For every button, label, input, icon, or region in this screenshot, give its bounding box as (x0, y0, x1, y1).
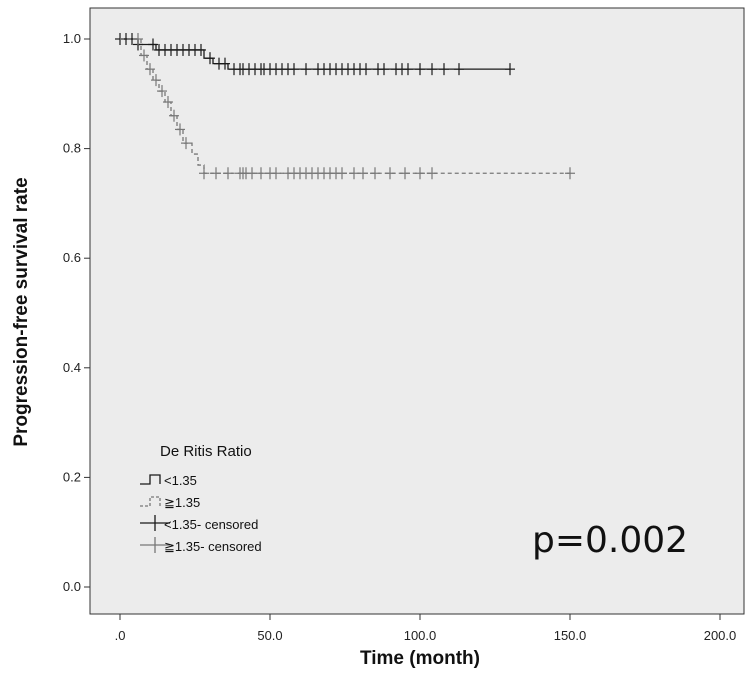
censor-mark (157, 85, 167, 98)
censor-mark (349, 167, 359, 180)
censor-mark (565, 167, 575, 180)
plot-area (89, 7, 745, 615)
p-value-annotation: p=0.002 (532, 520, 688, 561)
censor-mark (220, 57, 230, 70)
legend-title: De Ritis Ratio (160, 443, 252, 460)
censor-mark (175, 123, 185, 136)
censor-mark (139, 49, 149, 62)
censor-mark (358, 167, 368, 180)
legend-entry: <1.35- censored (140, 515, 258, 532)
censor-mark (454, 63, 464, 76)
legend-entry: ≧1.35- censored (140, 537, 262, 554)
censor-mark (361, 63, 371, 76)
x-tick-label: 200.0 (704, 628, 737, 643)
legend-label: ≧1.35 (164, 495, 200, 510)
censor-mark (400, 167, 410, 180)
censor-mark (427, 167, 437, 180)
censor-mark (403, 63, 413, 76)
y-tick-label: 0.4 (63, 360, 81, 375)
censor-mark (427, 63, 437, 76)
censor-mark (505, 63, 515, 76)
censor-mark (151, 74, 161, 87)
x-tick-label: 100.0 (404, 628, 437, 643)
censor-mark (196, 43, 206, 56)
censor-mark (379, 63, 389, 76)
legend: De Ritis Ratio <1.35 ≧1.35 <1.35- censored ≧… (140, 443, 262, 554)
censor-mark (415, 167, 425, 180)
y-axis-title: Progression-free survival rate (11, 177, 32, 446)
censor-mark (181, 137, 191, 150)
censor-mark (370, 167, 380, 180)
censor-mark (199, 167, 209, 180)
x-tick-label: 150.0 (554, 628, 587, 643)
x-tick-label: 50.0 (257, 628, 282, 643)
y-tick-label: 0.8 (63, 141, 81, 156)
legend-label: <1.35 (164, 473, 197, 488)
legend-label: ≧1.35- censored (164, 539, 262, 554)
survival-curve (120, 38, 570, 174)
y-axis: 0.0 0.2 0.4 0.6 0.8 1.0 (63, 31, 90, 594)
censor-mark (301, 63, 311, 76)
censor-mark (439, 63, 449, 76)
y-tick-label: 0.0 (63, 579, 81, 594)
x-tick-label: .0 (115, 628, 126, 643)
censor-mark (211, 167, 221, 180)
y-tick-label: 0.6 (63, 250, 81, 265)
censor-mark (415, 63, 425, 76)
x-axis: .0 50.0 100.0 150.0 200.0 (115, 614, 737, 643)
censor-mark (247, 167, 257, 180)
series-layer (115, 33, 575, 180)
censor-mark (223, 167, 233, 180)
censor-mark (337, 167, 347, 180)
censor-mark (148, 38, 158, 51)
legend-entry: ≧1.35 (140, 495, 200, 510)
censor-mark (133, 33, 143, 45)
legend-entry: <1.35 (140, 473, 197, 488)
censor-mark (385, 167, 395, 180)
censor-mark (205, 52, 215, 65)
censor-mark (145, 63, 155, 76)
censor-mark (289, 63, 299, 76)
censor-mark (163, 96, 173, 109)
legend-label: <1.35- censored (164, 517, 258, 532)
x-axis-title: Time (month) (360, 648, 480, 669)
censor-mark (271, 167, 281, 180)
censor-mark (169, 109, 179, 122)
y-tick-label: 1.0 (63, 31, 81, 46)
y-tick-label: 0.2 (63, 469, 81, 484)
series-high-ratio (120, 33, 575, 180)
censor-mark (256, 167, 266, 180)
